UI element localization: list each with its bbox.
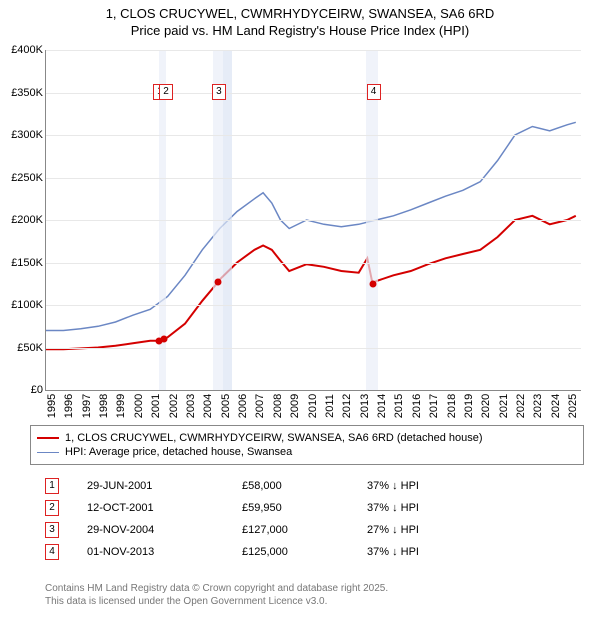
y-tick-label: £100K xyxy=(1,299,43,311)
x-tick-label: 2021 xyxy=(498,394,510,418)
y-tick-label: £350K xyxy=(1,87,43,99)
sale-dot xyxy=(161,336,168,343)
x-tick-label: 1999 xyxy=(115,394,127,418)
x-tick-label: 2013 xyxy=(359,394,371,418)
sale-dot xyxy=(214,279,221,286)
sales-diff: 37% ↓ HPI xyxy=(367,546,462,558)
x-tick-label: 2016 xyxy=(411,394,423,418)
legend: 1, CLOS CRUCYWEL, CWMRHYDYCEIRW, SWANSEA… xyxy=(30,425,584,465)
chart-title: 1, CLOS CRUCYWEL, CWMRHYDYCEIRW, SWANSEA… xyxy=(0,0,600,40)
x-tick-label: 2003 xyxy=(185,394,197,418)
x-tick-label: 2002 xyxy=(168,394,180,418)
sales-row: 4 01-NOV-2013£125,00037% ↓ HPI xyxy=(45,541,462,563)
y-gridline xyxy=(46,178,581,179)
sales-price: £58,000 xyxy=(242,480,367,492)
chart-container: 1, CLOS CRUCYWEL, CWMRHYDYCEIRW, SWANSEA… xyxy=(0,0,600,620)
x-tick-label: 2000 xyxy=(133,394,145,418)
y-gridline xyxy=(46,305,581,306)
title-line-2: Price paid vs. HM Land Registry's House … xyxy=(0,23,600,40)
x-tick-label: 2011 xyxy=(324,394,336,418)
x-tick-label: 2025 xyxy=(567,394,579,418)
x-tick-label: 2019 xyxy=(463,394,475,418)
x-tick-label: 2009 xyxy=(289,394,301,418)
x-tick-label: 2023 xyxy=(532,394,544,418)
sales-date: 29-NOV-2004 xyxy=(87,524,242,536)
sales-row: 1 29-JUN-2001£58,00037% ↓ HPI xyxy=(45,475,462,497)
y-tick-label: £150K xyxy=(1,257,43,269)
sale-dot xyxy=(369,280,376,287)
y-tick-label: £0 xyxy=(1,384,43,396)
x-tick-label: 2014 xyxy=(376,394,388,418)
x-tick-label: 2020 xyxy=(480,394,492,418)
legend-label: HPI: Average price, detached house, Swan… xyxy=(65,446,292,458)
sales-date: 01-NOV-2013 xyxy=(87,546,242,558)
y-gridline xyxy=(46,135,581,136)
legend-label: 1, CLOS CRUCYWEL, CWMRHYDYCEIRW, SWANSEA… xyxy=(65,432,483,444)
y-gridline xyxy=(46,50,581,51)
x-tick-label: 2010 xyxy=(307,394,319,418)
x-tick-label: 2017 xyxy=(428,394,440,418)
sales-row: 3 29-NOV-2004£127,00027% ↓ HPI xyxy=(45,519,462,541)
x-tick-label: 2005 xyxy=(220,394,232,418)
sales-date: 12-OCT-2001 xyxy=(87,502,242,514)
x-tick-label: 2018 xyxy=(446,394,458,418)
chart-marker: 3 xyxy=(212,84,226,100)
y-tick-label: £400K xyxy=(1,44,43,56)
legend-swatch xyxy=(37,437,59,439)
sales-date: 29-JUN-2001 xyxy=(87,480,242,492)
sales-price: £125,000 xyxy=(242,546,367,558)
x-tick-label: 2024 xyxy=(550,394,562,418)
title-line-1: 1, CLOS CRUCYWEL, CWMRHYDYCEIRW, SWANSEA… xyxy=(0,6,600,23)
legend-row: 1, CLOS CRUCYWEL, CWMRHYDYCEIRW, SWANSEA… xyxy=(37,432,577,444)
sales-row: 2 12-OCT-2001£59,95037% ↓ HPI xyxy=(45,497,462,519)
y-gridline xyxy=(46,263,581,264)
series-hpi xyxy=(46,122,576,330)
x-tick-label: 1997 xyxy=(81,394,93,418)
x-tick-label: 2006 xyxy=(237,394,249,418)
y-tick-label: £200K xyxy=(1,214,43,226)
x-tick-label: 2022 xyxy=(515,394,527,418)
x-tick-label: 2007 xyxy=(254,394,266,418)
sales-price: £59,950 xyxy=(242,502,367,514)
y-gridline xyxy=(46,93,581,94)
chart-marker: 4 xyxy=(367,84,381,100)
x-tick-label: 1998 xyxy=(98,394,110,418)
plot-area: £0£50K£100K£150K£200K£250K£300K£350K£400… xyxy=(45,50,581,391)
series-price_paid xyxy=(46,216,576,349)
y-gridline xyxy=(46,348,581,349)
y-tick-label: £300K xyxy=(1,129,43,141)
y-tick-label: £50K xyxy=(1,342,43,354)
x-tick-label: 2015 xyxy=(393,394,405,418)
sales-marker: 1 xyxy=(45,478,59,494)
y-gridline xyxy=(46,220,581,221)
chart-marker: 2 xyxy=(159,84,173,100)
sales-diff: 37% ↓ HPI xyxy=(367,480,462,492)
footer-attribution: Contains HM Land Registry data © Crown c… xyxy=(45,582,388,608)
x-tick-label: 2001 xyxy=(150,394,162,418)
y-tick-label: £250K xyxy=(1,172,43,184)
sales-price: £127,000 xyxy=(242,524,367,536)
sales-diff: 27% ↓ HPI xyxy=(367,524,462,536)
sales-table: 129-JUN-2001£58,00037% ↓ HPI212-OCT-2001… xyxy=(45,475,462,563)
x-tick-label: 2004 xyxy=(202,394,214,418)
sales-diff: 37% ↓ HPI xyxy=(367,502,462,514)
footer-line-2: This data is licensed under the Open Gov… xyxy=(45,595,388,608)
x-tick-label: 2008 xyxy=(272,394,284,418)
x-tick-label: 2012 xyxy=(341,394,353,418)
legend-swatch xyxy=(37,452,59,453)
x-tick-label: 1996 xyxy=(63,394,75,418)
sales-marker: 3 xyxy=(45,522,59,538)
sales-marker: 4 xyxy=(45,544,59,560)
x-tick-label: 1995 xyxy=(46,394,58,418)
legend-row: HPI: Average price, detached house, Swan… xyxy=(37,446,577,458)
sales-marker: 2 xyxy=(45,500,59,516)
footer-line-1: Contains HM Land Registry data © Crown c… xyxy=(45,582,388,595)
